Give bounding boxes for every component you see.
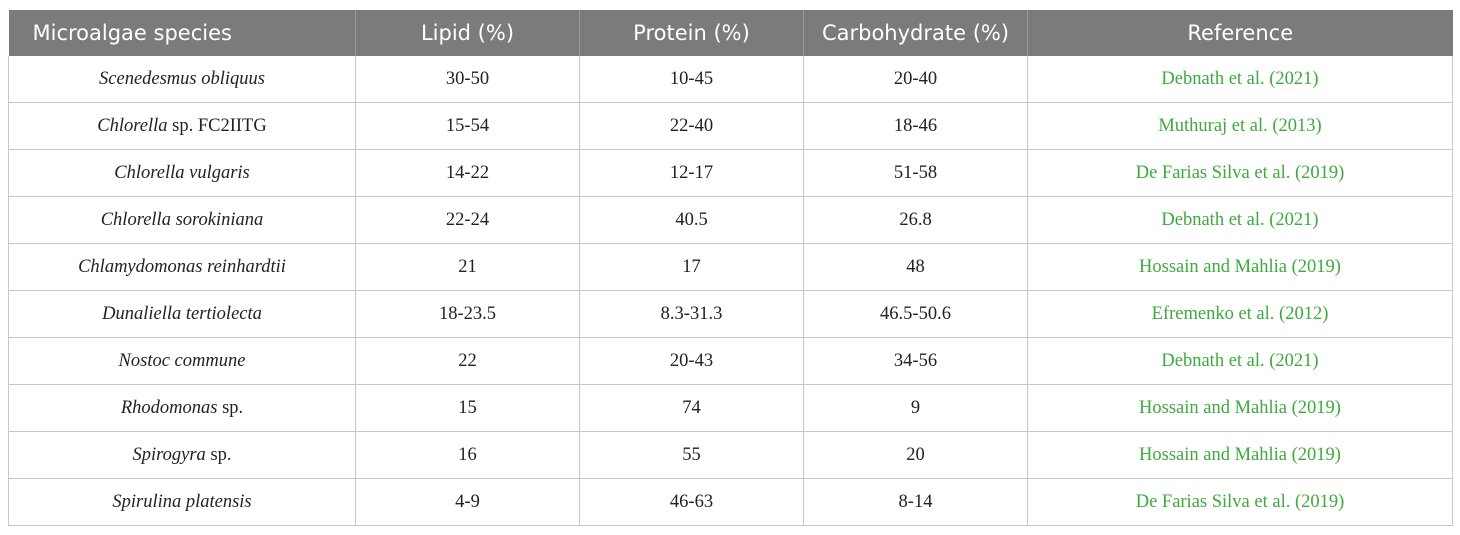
- carbohydrate-cell: 34-56: [803, 337, 1028, 385]
- protein-cell: 12-17: [579, 149, 804, 197]
- reference-link[interactable]: Debnath et al. (2021): [1161, 350, 1319, 371]
- reference-cell: Hossain and Mahlia (2019): [1027, 431, 1453, 479]
- table-row: Chlorella vulgaris 14-22 12-17 51-58 De …: [8, 149, 1453, 197]
- header-protein: Protein (%): [579, 10, 804, 56]
- table-row: Spirulina platensis 4-9 46-63 8-14 De Fa…: [8, 478, 1453, 526]
- reference-cell: De Farias Silva et al. (2019): [1027, 478, 1453, 526]
- table-row: Spirogyra sp. 16 55 20 Hossain and Mahli…: [8, 431, 1453, 479]
- header-reference: Reference: [1027, 10, 1453, 56]
- reference-cell: Efremenko et al. (2012): [1027, 290, 1453, 338]
- header-carbohydrate: Carbohydrate (%): [803, 10, 1028, 56]
- protein-cell: 40.5: [579, 196, 804, 244]
- lipid-cell: 15: [355, 384, 580, 432]
- reference-link[interactable]: Debnath et al. (2021): [1161, 68, 1319, 89]
- species-name: Dunaliella tertiolecta: [102, 303, 262, 324]
- table-row: Scenedesmus obliquus 30-50 10-45 20-40 D…: [8, 56, 1453, 103]
- header-row: Microalgae species Lipid (%) Protein (%)…: [8, 10, 1453, 56]
- table-row: Rhodomonas sp. 15 74 9 Hossain and Mahli…: [8, 384, 1453, 432]
- carbohydrate-cell: 48: [803, 243, 1028, 291]
- species-cell: Spirulina platensis: [8, 478, 356, 526]
- carbohydrate-cell: 9: [803, 384, 1028, 432]
- reference-cell: Muthuraj et al. (2013): [1027, 102, 1453, 150]
- table-row: Chlorella sp. FC2IITG 15-54 22-40 18-46 …: [8, 102, 1453, 150]
- reference-link[interactable]: Hossain and Mahlia (2019): [1139, 444, 1341, 465]
- table-body: Scenedesmus obliquus 30-50 10-45 20-40 D…: [8, 56, 1453, 526]
- lipid-cell: 15-54: [355, 102, 580, 150]
- carbohydrate-cell: 51-58: [803, 149, 1028, 197]
- species-suffix: sp.: [217, 397, 244, 418]
- carbohydrate-cell: 26.8: [803, 196, 1028, 244]
- reference-cell: Debnath et al. (2021): [1027, 56, 1453, 103]
- species-name: Chlamydomonas reinhardtii: [78, 256, 286, 277]
- reference-link[interactable]: Muthuraj et al. (2013): [1158, 115, 1322, 136]
- lipid-cell: 14-22: [355, 149, 580, 197]
- reference-link[interactable]: Debnath et al. (2021): [1161, 209, 1319, 230]
- table-header: Microalgae species Lipid (%) Protein (%)…: [8, 10, 1453, 56]
- species-cell: Chlorella sp. FC2IITG: [8, 102, 356, 150]
- lipid-cell: 16: [355, 431, 580, 479]
- protein-cell: 55: [579, 431, 804, 479]
- lipid-cell: 18-23.5: [355, 290, 580, 338]
- species-cell: Chlamydomonas reinhardtii: [8, 243, 356, 291]
- protein-cell: 46-63: [579, 478, 804, 526]
- table-row: Chlorella sorokiniana 22-24 40.5 26.8 De…: [8, 196, 1453, 244]
- lipid-cell: 22-24: [355, 196, 580, 244]
- species-cell: Chlorella sorokiniana: [8, 196, 356, 244]
- species-cell: Chlorella vulgaris: [8, 149, 356, 197]
- species-suffix: sp.: [205, 444, 232, 465]
- species-cell: Rhodomonas sp.: [8, 384, 356, 432]
- protein-cell: 74: [579, 384, 804, 432]
- reference-link[interactable]: De Farias Silva et al. (2019): [1135, 491, 1345, 512]
- protein-cell: 17: [579, 243, 804, 291]
- species-suffix: sp. FC2IITG: [167, 115, 267, 136]
- reference-link[interactable]: Hossain and Mahlia (2019): [1139, 256, 1341, 277]
- species-cell: Nostoc commune: [8, 337, 356, 385]
- protein-cell: 8.3-31.3: [579, 290, 804, 338]
- species-cell: Spirogyra sp.: [8, 431, 356, 479]
- protein-cell: 22-40: [579, 102, 804, 150]
- carbohydrate-cell: 8-14: [803, 478, 1028, 526]
- lipid-cell: 4-9: [355, 478, 580, 526]
- species-name: Rhodomonas: [120, 397, 218, 418]
- header-lipid: Lipid (%): [355, 10, 580, 56]
- carbohydrate-cell: 20: [803, 431, 1028, 479]
- species-name: Chlorella vulgaris: [114, 162, 250, 183]
- protein-cell: 20-43: [579, 337, 804, 385]
- reference-cell: De Farias Silva et al. (2019): [1027, 149, 1453, 197]
- reference-link[interactable]: Efremenko et al. (2012): [1151, 303, 1329, 324]
- reference-cell: Hossain and Mahlia (2019): [1027, 384, 1453, 432]
- species-name: Chlorella: [97, 115, 168, 136]
- species-cell: Dunaliella tertiolecta: [8, 290, 356, 338]
- lipid-cell: 22: [355, 337, 580, 385]
- species-name: Spirogyra: [132, 444, 206, 465]
- composition-table-container: Microalgae species Lipid (%) Protein (%)…: [8, 10, 1453, 526]
- species-cell: Scenedesmus obliquus: [8, 56, 356, 103]
- reference-link[interactable]: De Farias Silva et al. (2019): [1135, 162, 1345, 183]
- reference-cell: Debnath et al. (2021): [1027, 196, 1453, 244]
- species-name: Spirulina platensis: [112, 491, 252, 512]
- table-row: Chlamydomonas reinhardtii 21 17 48 Hossa…: [8, 243, 1453, 291]
- lipid-cell: 21: [355, 243, 580, 291]
- carbohydrate-cell: 20-40: [803, 56, 1028, 103]
- reference-link[interactable]: Hossain and Mahlia (2019): [1139, 397, 1341, 418]
- carbohydrate-cell: 18-46: [803, 102, 1028, 150]
- protein-cell: 10-45: [579, 56, 804, 103]
- reference-cell: Debnath et al. (2021): [1027, 337, 1453, 385]
- reference-cell: Hossain and Mahlia (2019): [1027, 243, 1453, 291]
- table-row: Nostoc commune 22 20-43 34-56 Debnath et…: [8, 337, 1453, 385]
- species-name: Chlorella sorokiniana: [100, 209, 264, 230]
- microalgae-composition-table: Microalgae species Lipid (%) Protein (%)…: [8, 10, 1453, 526]
- species-name: Scenedesmus obliquus: [99, 68, 265, 89]
- lipid-cell: 30-50: [355, 56, 580, 103]
- table-row: Dunaliella tertiolecta 18-23.5 8.3-31.3 …: [8, 290, 1453, 338]
- carbohydrate-cell: 46.5-50.6: [803, 290, 1028, 338]
- species-name: Nostoc commune: [118, 350, 246, 371]
- header-species: Microalgae species: [8, 10, 356, 56]
